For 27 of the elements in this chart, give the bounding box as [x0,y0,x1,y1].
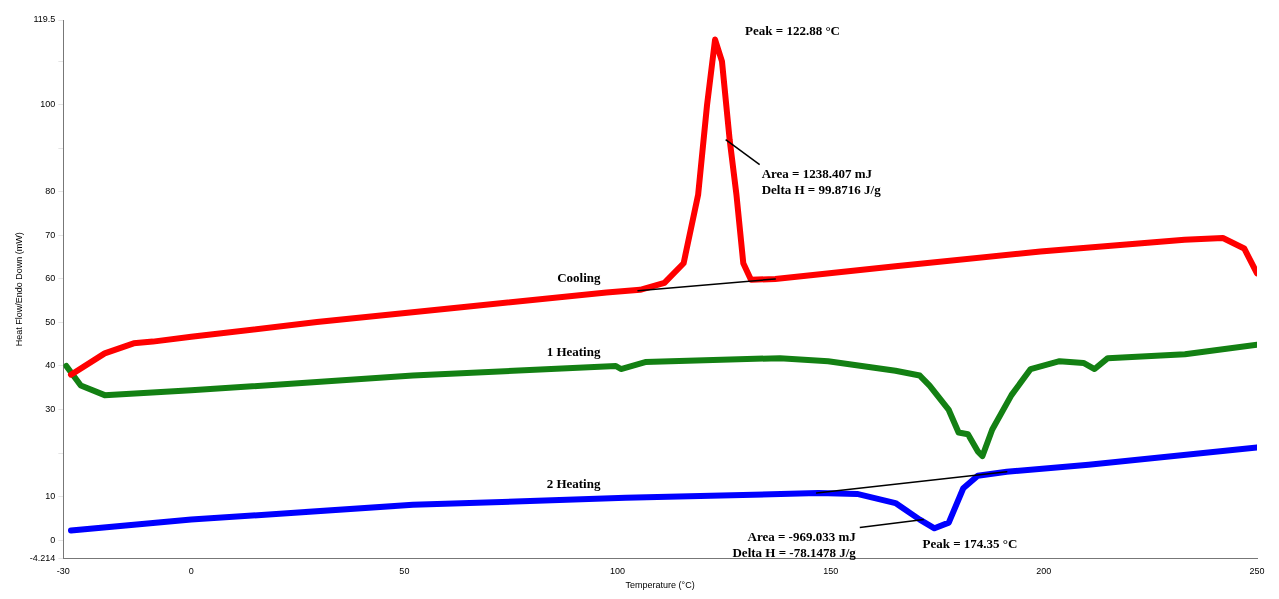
annotation: Area = -969.033 mJ Delta H = -78.1478 J/g [732,528,857,560]
series-label: 1 Heating [546,344,601,360]
x-tick-label: 50 [399,566,410,577]
x-tick-label: 150 [823,566,839,577]
x-tick-label: 100 [610,566,626,577]
y-tick-label: 50 [45,316,56,327]
series-label: Cooling [557,270,601,286]
annotation: Peak = 122.88 °C [745,22,841,38]
y-tick-label: 60 [45,273,56,284]
y-tick-label: 70 [45,229,56,240]
y-tick-label: 10 [45,491,56,502]
y-tick-label: 80 [45,186,56,197]
x-tick-label: 250 [1249,566,1265,577]
x-tick-label: 0 [188,566,194,577]
x-axis-title: Temperature (°C) [625,580,695,591]
y-tick-label: 100 [40,99,56,110]
annotation: Area = 1238.407 mJ Delta H = 99.8716 J/g [761,166,882,198]
series-label: 2 Heating [546,476,601,492]
y-tick-label: -4.214 [29,552,56,563]
y-tick-label: 0 [50,534,56,545]
x-tick-label: 200 [1036,566,1052,577]
y-tick-label: 40 [45,360,56,371]
y-tick-label: 30 [45,403,56,414]
y-tick-label: 119.5 [33,14,56,25]
y-axis-title: Heat Flow/Endo Down (mW) [13,232,24,347]
annotation: Peak = 174.35 °C [922,535,1018,551]
x-tick-label: -30 [56,566,70,577]
